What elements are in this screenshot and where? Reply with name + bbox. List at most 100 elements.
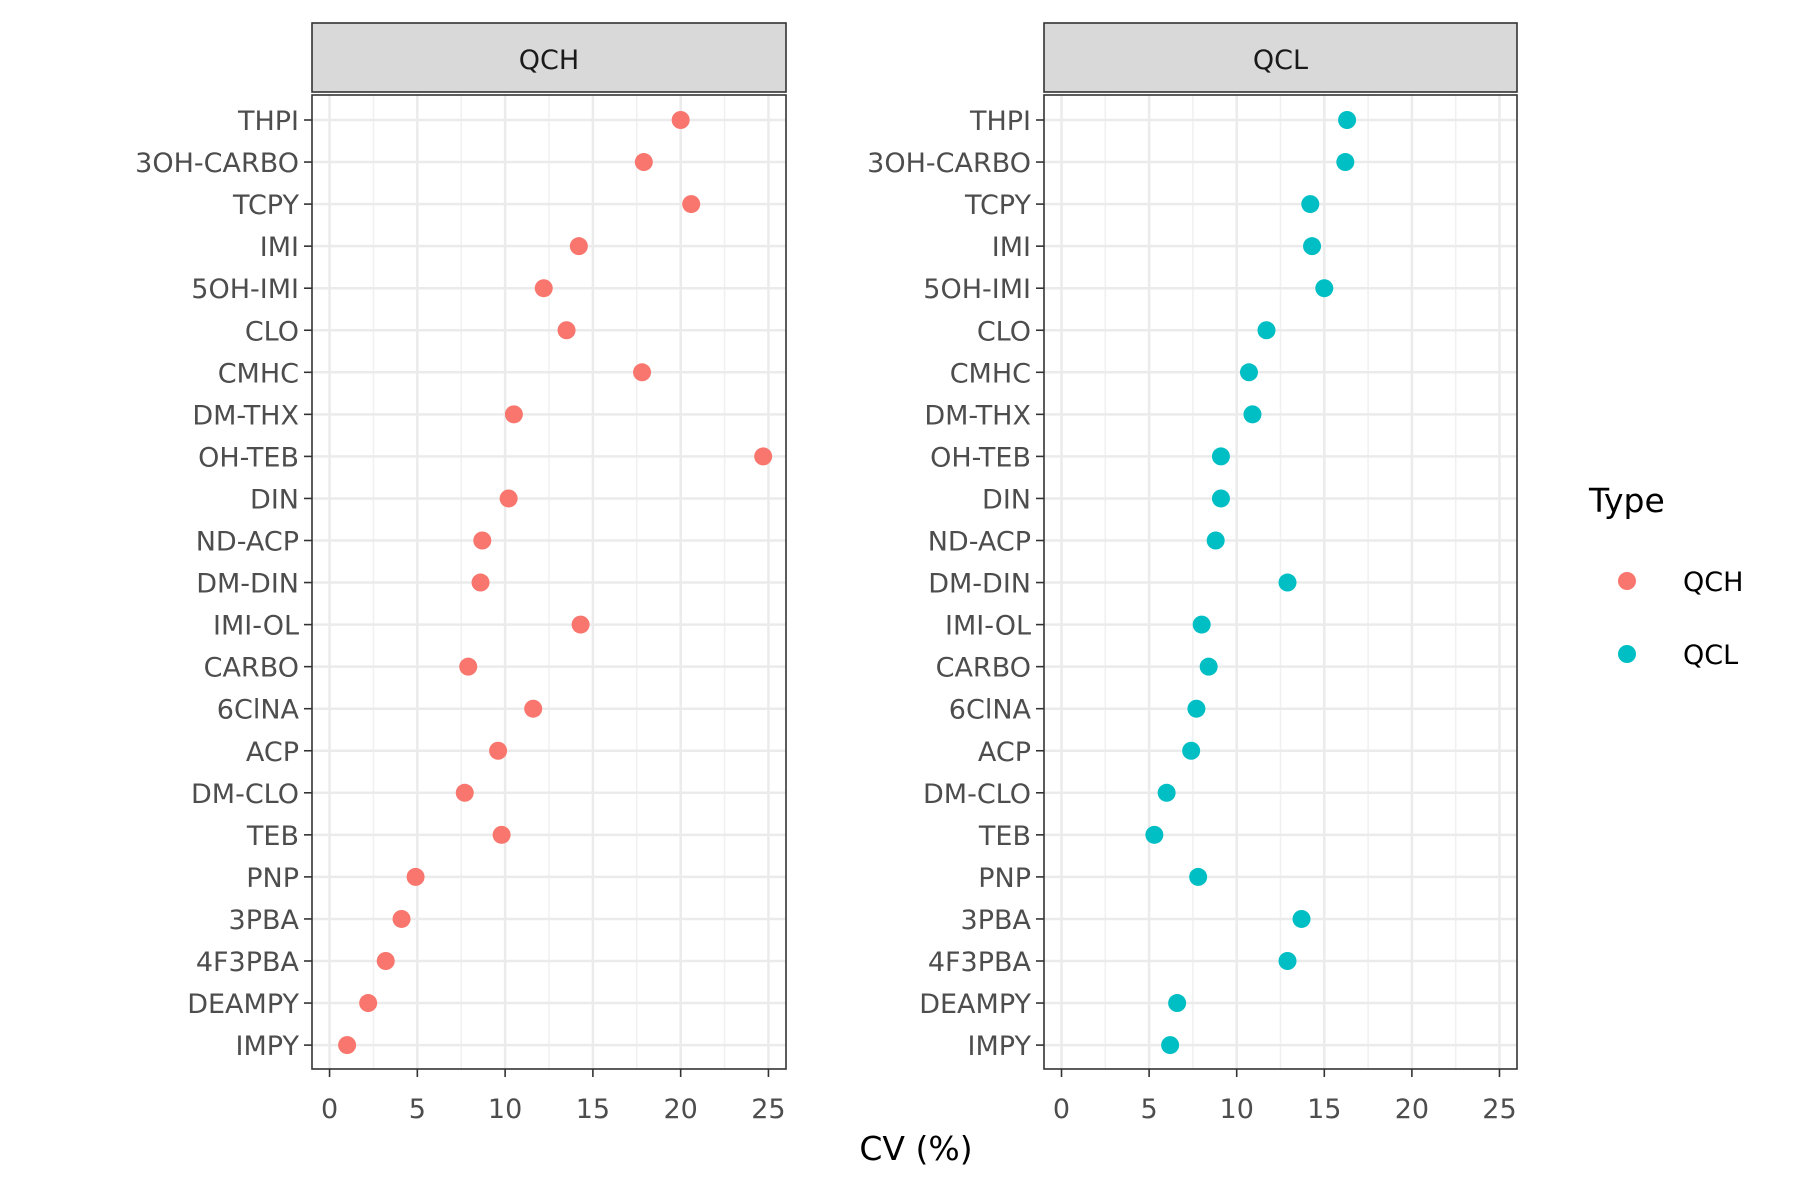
x-tick-label: 0 <box>1053 1094 1070 1125</box>
y-tick-label: ACP <box>246 737 299 768</box>
y-tick-label: 3OH-CARBO <box>135 148 299 179</box>
data-point-dm-clo <box>1157 783 1176 802</box>
strip-label: QCH <box>519 45 579 76</box>
y-tick-label: DM-CLO <box>191 779 299 810</box>
data-point-4f3pba <box>376 952 395 970</box>
y-tick-label: CMHC <box>218 358 299 389</box>
x-tick-label: 10 <box>488 1094 522 1125</box>
x-tick-label: 5 <box>1141 1094 1158 1125</box>
data-point-oh-teb <box>1211 447 1230 466</box>
x-tick-label: 0 <box>321 1094 338 1125</box>
data-point-tcpy <box>682 195 701 214</box>
y-tick-label: 6ClNA <box>217 695 300 726</box>
legend-label: QCL <box>1683 640 1738 671</box>
data-point-clo <box>557 321 576 340</box>
y-tick-label: 3PBA <box>961 905 1032 936</box>
y-tick-label: ND-ACP <box>928 527 1031 558</box>
data-point-nd-acp <box>473 531 492 550</box>
data-point-tcpy <box>1301 195 1320 214</box>
x-tick-label: 20 <box>663 1094 697 1125</box>
y-tick-label: DM-THX <box>924 400 1031 431</box>
y-tick-label: ACP <box>978 737 1031 768</box>
legend-label: QCH <box>1683 567 1743 598</box>
y-tick-label: TCPY <box>232 190 299 221</box>
data-point-imi <box>569 237 588 256</box>
data-point-3pba <box>392 909 411 928</box>
data-point-dm-thx <box>1243 405 1262 424</box>
data-point-impy <box>338 1036 357 1055</box>
data-point-din <box>499 489 518 508</box>
x-tick-label: 20 <box>1395 1094 1429 1125</box>
data-point-nd-acp <box>1206 531 1225 550</box>
y-tick-label: OH-TEB <box>198 442 299 473</box>
y-tick-label: 5OH-IMI <box>923 274 1031 305</box>
legend-key <box>1618 572 1636 590</box>
y-tick-label: PNP <box>978 863 1031 894</box>
x-axis-title: CV (%) <box>859 1129 972 1168</box>
data-point-dm-clo <box>455 783 474 802</box>
data-point-imi-ol <box>1192 615 1211 634</box>
data-point-5oh-imi <box>1315 279 1334 298</box>
facet-panels: QCH THPI 3OH-CARBO TCPY IMI 5OH-IMI CLO CMHC DM-… <box>135 22 1518 1125</box>
data-point-3oh-carbo <box>634 153 653 172</box>
y-tick-label: DM-DIN <box>928 569 1031 600</box>
data-point-clo <box>1257 321 1276 340</box>
data-point-5oh-imi <box>534 279 553 298</box>
strip-background <box>1043 22 1518 93</box>
data-point-imi <box>1303 237 1322 256</box>
y-tick-label: 3PBA <box>229 905 300 936</box>
data-point-3pba <box>1292 909 1311 928</box>
y-tick-label: DIN <box>982 484 1031 515</box>
y-tick-label: 6ClNA <box>949 695 1032 726</box>
data-point-6clna <box>524 699 543 718</box>
data-point-oh-teb <box>754 447 773 466</box>
data-point-acp <box>489 741 508 760</box>
y-tick-label: 3OH-CARBO <box>867 148 1031 179</box>
panel-qch: QCH THPI 3OH-CARBO TCPY IMI 5OH-IMI CLO CMHC DM-… <box>135 22 787 1125</box>
y-tick-label: DM-THX <box>192 400 299 431</box>
y-tick-label: IMI <box>260 232 299 263</box>
legend-item-qch: QCH <box>1618 567 1743 598</box>
data-point-dm-thx <box>504 405 523 424</box>
x-tick-label: 15 <box>576 1094 610 1125</box>
data-point-deampy <box>1168 994 1187 1013</box>
data-point-dm-din <box>471 573 490 592</box>
y-tick-label: IMI-OL <box>945 611 1031 642</box>
y-tick-label: IMPY <box>968 1031 1032 1062</box>
data-point-imi-ol <box>571 615 590 634</box>
data-point-acp <box>1182 741 1201 760</box>
y-tick-label: TEB <box>978 821 1031 852</box>
data-point-6clna <box>1187 699 1206 718</box>
y-tick-label: DM-DIN <box>196 569 299 600</box>
data-point-pnp <box>1189 867 1208 886</box>
y-tick-label: CMHC <box>950 358 1031 389</box>
y-tick-label: CLO <box>977 316 1031 347</box>
y-tick-label: THPI <box>237 106 299 137</box>
data-point-cmhc <box>633 363 652 382</box>
y-tick-label: CLO <box>245 316 299 347</box>
data-point-4f3pba <box>1278 952 1297 970</box>
legend-key <box>1618 645 1636 663</box>
y-tick-label: DEAMPY <box>919 989 1031 1020</box>
x-tick-label: 15 <box>1307 1094 1341 1125</box>
y-tick-label: TEB <box>246 821 299 852</box>
y-tick-label: PNP <box>246 863 299 894</box>
y-tick-label: DIN <box>250 484 299 515</box>
legend: Type QCH QCL <box>1588 481 1743 671</box>
x-tick-label: 10 <box>1220 1094 1254 1125</box>
y-tick-label: 4F3PBA <box>196 947 300 978</box>
strip-label: QCL <box>1253 45 1308 76</box>
data-point-cmhc <box>1239 363 1258 382</box>
data-point-carbo <box>1199 657 1218 676</box>
x-tick-label: 5 <box>409 1094 426 1125</box>
y-tick-label: CARBO <box>204 653 299 684</box>
y-tick-label: DM-CLO <box>923 779 1031 810</box>
y-tick-label: DEAMPY <box>187 989 299 1020</box>
data-point-thpi <box>671 111 690 129</box>
data-point-3oh-carbo <box>1336 153 1355 172</box>
legend-item-qcl: QCL <box>1618 640 1738 671</box>
x-tick-label: 25 <box>751 1094 785 1125</box>
strip-background <box>311 22 787 93</box>
panel-border <box>1043 94 1518 1070</box>
